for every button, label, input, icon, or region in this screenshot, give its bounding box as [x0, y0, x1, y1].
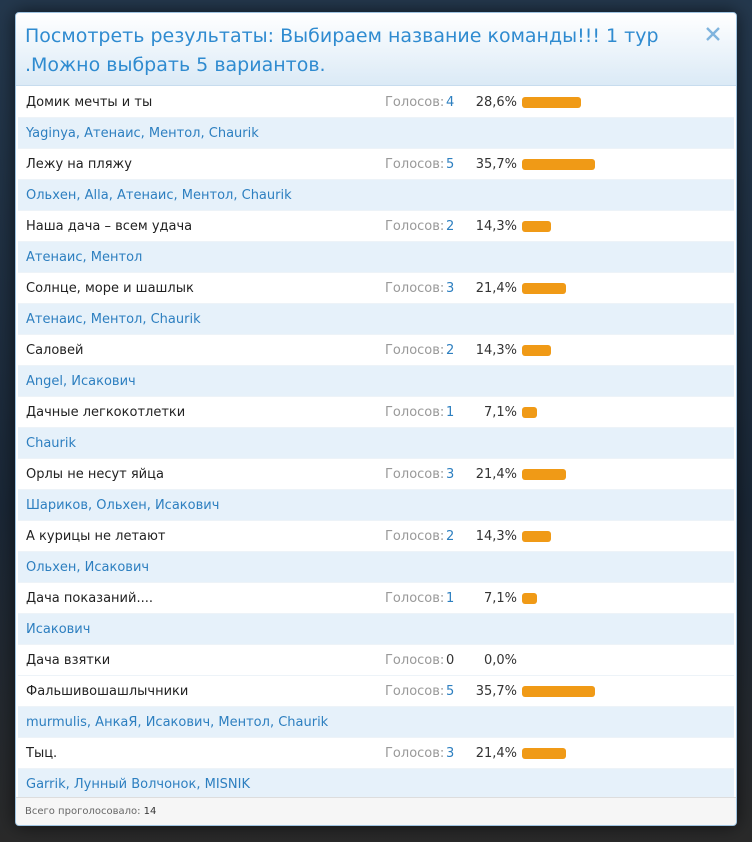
- percent-bar: [522, 531, 552, 542]
- percent-bar: [522, 686, 596, 697]
- votes-count[interactable]: 1: [446, 405, 455, 420]
- option-row: Орлы не несут яйца Голосов: 3 21,4%: [18, 459, 734, 490]
- close-button[interactable]: [706, 27, 720, 41]
- total-label: Всего проголосовало:: [25, 806, 141, 817]
- option-label: Тыц.: [26, 746, 58, 761]
- option-label: Лежу на пляжу: [26, 157, 132, 172]
- dialog-header: Посмотреть результаты: Выбираем название…: [16, 13, 736, 86]
- option-row: Фальшивошашлычники Голосов: 5 35,7%: [18, 676, 734, 707]
- votes-label: Голосов:: [385, 281, 445, 296]
- votes-label: Голосов:: [385, 746, 445, 761]
- percent-label: 21,4%: [475, 746, 517, 761]
- poll-dialog: Посмотреть результаты: Выбираем название…: [15, 12, 737, 826]
- voters-row[interactable]: Garrik, Лунный Волчонок, MISNIK: [18, 769, 734, 800]
- percent-bar: [522, 221, 552, 232]
- percent-bar: [522, 469, 566, 480]
- option-row: А курицы не летают Голосов: 2 14,3%: [18, 521, 734, 552]
- percent-label: 7,1%: [483, 591, 517, 606]
- votes-count[interactable]: 2: [446, 343, 455, 358]
- percent-label: 14,3%: [475, 529, 517, 544]
- votes-count[interactable]: 3: [446, 467, 455, 482]
- votes-label: Голосов:: [385, 95, 445, 110]
- votes-count[interactable]: 1: [446, 591, 455, 606]
- percent-bar: [522, 345, 552, 356]
- votes-count[interactable]: 4: [446, 95, 455, 110]
- percent-label: 21,4%: [475, 281, 517, 296]
- option-row: Солнце, море и шашлык Голосов: 3 21,4%: [18, 273, 734, 304]
- percent-bar: [522, 97, 581, 108]
- percent-label: 35,7%: [475, 684, 517, 699]
- option-row: Тыц. Голосов: 3 21,4%: [18, 738, 734, 769]
- votes-count[interactable]: 3: [446, 281, 455, 296]
- total-count: 14: [143, 806, 157, 817]
- votes-count[interactable]: 2: [446, 219, 455, 234]
- option-row: Дачные легкокотлетки Голосов: 1 7,1%: [18, 397, 734, 428]
- percent-bar: [522, 748, 566, 759]
- option-label: Наша дача – всем удача: [26, 219, 193, 234]
- votes-label: Голосов:: [385, 343, 445, 358]
- votes-count[interactable]: 5: [446, 157, 455, 172]
- option-label: Саловей: [26, 343, 84, 358]
- votes-count: 0: [446, 653, 455, 668]
- percent-label: 14,3%: [475, 219, 517, 234]
- votes-count[interactable]: 3: [446, 746, 455, 761]
- percent-bar: [522, 593, 537, 604]
- votes-count[interactable]: 5: [446, 684, 455, 699]
- percent-label: 35,7%: [475, 157, 517, 172]
- voters-row[interactable]: Ольхен, Alla, Атенаис, Ментол, Chaurik: [18, 180, 734, 211]
- percent-label: 7,1%: [483, 405, 517, 420]
- votes-label: Голосов:: [385, 219, 445, 234]
- votes-label: Голосов:: [385, 467, 445, 482]
- voters-row[interactable]: murmulis, АнкаЯ, Исакович, Ментол, Chaur…: [18, 707, 734, 738]
- results-list: Домик мечты и ты Голосов: 4 28,6% Yaginya, А…: [18, 87, 734, 800]
- percent-label: 21,4%: [475, 467, 517, 482]
- voters-row[interactable]: Angel, Исакович: [18, 366, 734, 397]
- option-label: Дачные легкокотлетки: [26, 405, 186, 420]
- voters-row[interactable]: Chaurik: [18, 428, 734, 459]
- percent-bar: [522, 407, 537, 418]
- option-label: Домик мечты и ты: [26, 95, 153, 110]
- voters-row[interactable]: Атенаис, Ментол: [18, 242, 734, 273]
- option-label: Солнце, море и шашлык: [26, 281, 194, 296]
- option-row: Домик мечты и ты Голосов: 4 28,6%: [18, 87, 734, 118]
- option-row: Наша дача – всем удача Голосов: 2 14,3%: [18, 211, 734, 242]
- option-label: Дача взятки: [26, 653, 111, 668]
- percent-label: 0,0%: [483, 653, 517, 668]
- voters-row[interactable]: Исакович: [18, 614, 734, 645]
- option-row: Лежу на пляжу Голосов: 5 35,7%: [18, 149, 734, 180]
- votes-label: Голосов:: [385, 653, 445, 668]
- voters-row[interactable]: Ольхен, Исакович: [18, 552, 734, 583]
- votes-count[interactable]: 2: [446, 529, 455, 544]
- votes-label: Голосов:: [385, 684, 445, 699]
- option-label: Фальшивошашлычники: [26, 684, 189, 699]
- percent-bar: [522, 159, 596, 170]
- option-row: Саловей Голосов: 2 14,3%: [18, 335, 734, 366]
- dialog-title: Посмотреть результаты: Выбираем название…: [25, 25, 659, 76]
- option-row: Дача показаний.... Голосов: 1 7,1%: [18, 583, 734, 614]
- voters-row[interactable]: Атенаис, Ментол, Chaurik: [18, 304, 734, 335]
- percent-bar: [522, 283, 566, 294]
- voters-row[interactable]: Шариков, Ольхен, Исакович: [18, 490, 734, 521]
- option-label: Дача показаний....: [26, 591, 153, 606]
- votes-label: Голосов:: [385, 157, 445, 172]
- footer: Всего проголосовало: 14: [16, 797, 736, 825]
- votes-label: Голосов:: [385, 591, 445, 606]
- voters-row[interactable]: Yaginya, Атенаис, Ментол, Chaurik: [18, 118, 734, 149]
- votes-label: Голосов:: [385, 405, 445, 420]
- option-row: Дача взятки Голосов: 0 0,0%: [18, 645, 734, 676]
- option-label: Орлы не несут яйца: [26, 467, 164, 482]
- percent-label: 14,3%: [475, 343, 517, 358]
- votes-label: Голосов:: [385, 529, 445, 544]
- percent-label: 28,6%: [475, 95, 517, 110]
- option-label: А курицы не летают: [26, 529, 166, 544]
